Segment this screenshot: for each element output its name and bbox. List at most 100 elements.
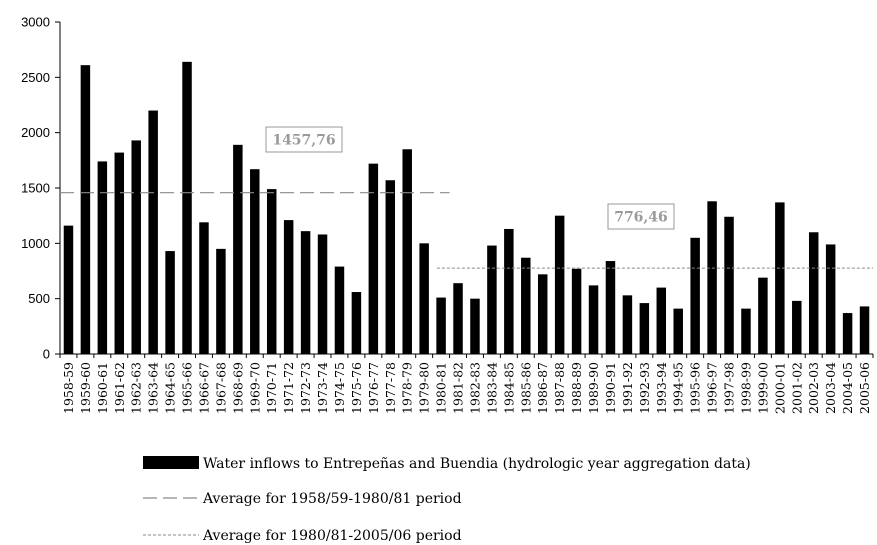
x-tick-label: 1998-99 [738, 362, 753, 414]
x-tick-label: 1971-72 [281, 362, 296, 414]
x-tick-label: 1967-68 [213, 362, 228, 414]
bar [402, 149, 412, 354]
bar [724, 216, 734, 354]
bar [199, 222, 209, 354]
bar [419, 243, 429, 354]
legend-label: Water inflows to Entrepeñas and Buendia … [203, 456, 751, 472]
x-tick-label: 1990-91 [603, 362, 618, 414]
legend-label: Average for 1980/81-2005/06 period [202, 528, 462, 544]
y-tick-label: 0 [43, 347, 50, 362]
x-tick-label: 1961-62 [112, 362, 127, 414]
bar [165, 251, 175, 354]
x-tick-label: 1999-00 [755, 362, 770, 414]
bar [825, 244, 836, 354]
x-tick-label: 1995-96 [688, 362, 703, 414]
x-tick-label: 1968-69 [230, 362, 245, 414]
bar [182, 61, 192, 355]
bar [317, 234, 328, 354]
x-tick-label: 1978-79 [400, 362, 415, 414]
x-tick-label: 1986-87 [535, 362, 550, 414]
x-tick-label: 1985-86 [518, 362, 533, 414]
y-tick-label: 2000 [21, 125, 50, 140]
legend-label: Average for 1958/59-1980/81 period [202, 491, 462, 507]
x-tick-label: 2005-06 [857, 362, 872, 414]
bar [521, 257, 531, 354]
x-tick-label: 1980-81 [434, 362, 449, 414]
y-tick-label: 500 [28, 291, 50, 306]
y-tick-label: 1000 [21, 236, 50, 251]
bar [470, 298, 480, 354]
x-tick-label: 1988-89 [569, 362, 584, 414]
bar [266, 189, 277, 354]
bar [656, 287, 667, 354]
x-tick-label: 1983-84 [484, 362, 499, 414]
bar [233, 144, 243, 354]
bar [690, 237, 700, 354]
bar [622, 295, 633, 354]
bar [97, 161, 108, 354]
bar [842, 313, 853, 354]
bar [131, 140, 141, 354]
bar [554, 215, 565, 354]
x-tick-label: 1992-93 [637, 362, 652, 414]
bar [216, 248, 226, 354]
x-tick-label: 1989-90 [586, 362, 601, 414]
bar [453, 283, 463, 354]
x-tick-label: 1996-97 [705, 362, 720, 414]
x-tick-label: 1969-70 [247, 362, 262, 414]
x-tick-label: 1991-92 [620, 362, 635, 414]
bar [300, 231, 311, 354]
x-tick-label: 1974-75 [332, 362, 347, 414]
x-tick-label: 1965-66 [180, 362, 195, 414]
x-tick-label: 1979-80 [417, 362, 432, 414]
bar [385, 180, 396, 354]
bar [605, 261, 616, 354]
x-tick-label: 1977-78 [383, 362, 398, 414]
average-label: 776,46 [614, 210, 668, 226]
bar [537, 274, 548, 354]
bar [808, 232, 819, 354]
bar [571, 268, 582, 354]
x-tick-label: 1966-67 [196, 362, 211, 414]
x-tick-label: 1984-85 [501, 362, 516, 414]
x-tick-label: 1975-76 [349, 362, 364, 414]
bar [588, 285, 599, 354]
bar [114, 152, 125, 354]
bar [368, 163, 379, 354]
x-tick-label: 1958-59 [61, 362, 76, 414]
bar [250, 169, 260, 354]
legend-swatch-bars [143, 456, 199, 469]
bar [707, 201, 717, 354]
bar [758, 277, 768, 354]
y-tick-label: 1500 [21, 181, 50, 196]
x-tick-label: 2000-01 [772, 362, 787, 414]
x-tick-label: 1982-83 [467, 362, 482, 414]
y-tick-label: 2500 [21, 70, 50, 85]
bar [792, 300, 802, 354]
x-tick-label: 1960-61 [95, 362, 110, 414]
x-tick-label: 1981-82 [451, 362, 466, 414]
bar [775, 202, 785, 354]
x-tick-label: 2003-04 [823, 362, 838, 414]
average-label: 1457,76 [272, 133, 335, 149]
x-tick-label: 1962-63 [129, 362, 144, 414]
x-tick-label: 1964-65 [163, 362, 178, 414]
x-tick-label: 1997-98 [722, 362, 737, 414]
bar [487, 245, 497, 354]
bar [639, 303, 650, 354]
x-tick-label: 1973-74 [315, 362, 330, 414]
bar [859, 306, 870, 354]
bar [283, 220, 294, 354]
bar [673, 308, 683, 354]
bar [148, 110, 158, 355]
y-tick-label: 3000 [21, 15, 50, 30]
bar [436, 297, 446, 354]
bar [80, 65, 91, 354]
x-tick-label: 2004-05 [840, 362, 855, 414]
x-tick-label: 1994-95 [671, 362, 686, 414]
x-tick-label: 1959-60 [78, 362, 93, 414]
x-tick-label: 1976-77 [366, 362, 381, 414]
x-tick-label: 2001-02 [789, 362, 804, 414]
x-tick-label: 1963-64 [146, 362, 161, 414]
